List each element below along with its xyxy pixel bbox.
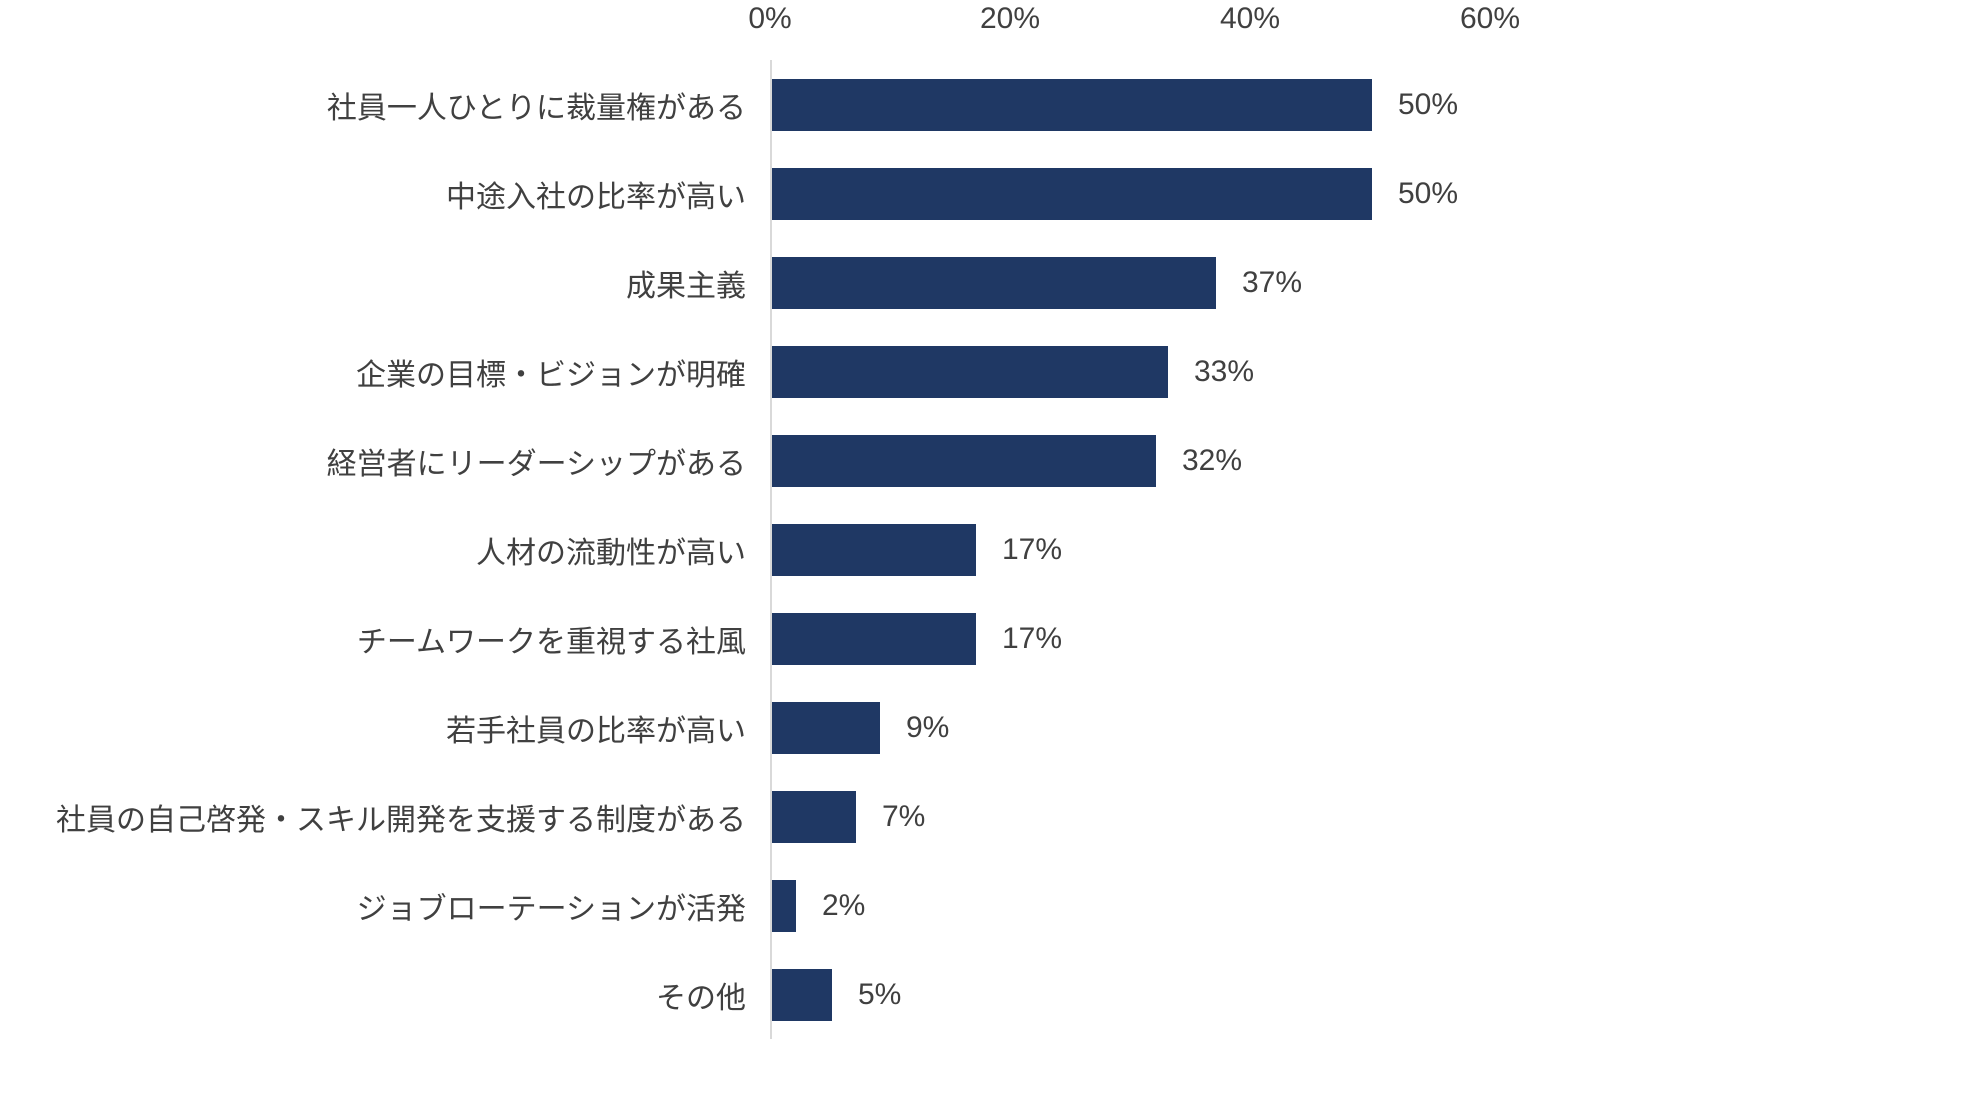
- bar: [772, 345, 1168, 398]
- category-label: 中途入社の比率が高い: [446, 180, 746, 214]
- value-label: 17%: [1002, 621, 1063, 655]
- chart-row: 経営者にリーダーシップがある 32%: [0, 416, 1977, 505]
- plot-area: 9%: [770, 683, 1977, 772]
- chart-row: ジョブローテーションが活発 2%: [0, 861, 1977, 950]
- bar: [772, 701, 880, 754]
- x-axis-tick-label: 60%: [1459, 2, 1521, 35]
- value-label: 2%: [822, 888, 866, 922]
- category-label: 若手社員の比率が高い: [446, 714, 746, 748]
- x-axis-tick-label: 20%: [979, 2, 1041, 35]
- plot-area: 32%: [770, 416, 1977, 505]
- plot-area: 5%: [770, 950, 1977, 1039]
- value-label: 9%: [906, 710, 950, 744]
- x-axis-tick-label: 0%: [748, 2, 792, 35]
- plot-area: 37%: [770, 238, 1977, 327]
- plot-area: 7%: [770, 772, 1977, 861]
- plot-area: 17%: [770, 505, 1977, 594]
- category-label: 社員一人ひとりに裁量権がある: [326, 91, 746, 125]
- plot-area: 50%: [770, 60, 1977, 149]
- category-label: その他: [656, 981, 746, 1015]
- chart-row: その他 5%: [0, 950, 1977, 1039]
- category-label: 人材の流動性が高い: [476, 536, 746, 570]
- plot-area: 17%: [770, 594, 1977, 683]
- value-label: 33%: [1194, 354, 1255, 388]
- chart-row: 人材の流動性が高い 17%: [0, 505, 1977, 594]
- category-label: 経営者にリーダーシップがある: [326, 447, 746, 481]
- bar: [772, 167, 1372, 220]
- bar: [772, 434, 1156, 487]
- chart-row: チームワークを重視する社風 17%: [0, 594, 1977, 683]
- plot-area: 50%: [770, 149, 1977, 238]
- x-axis: 0% 20% 40% 60%: [748, 0, 1520, 50]
- category-label: 社員の自己啓発・スキル開発を支援する制度がある: [56, 803, 746, 837]
- x-axis-tick-label: 40%: [1219, 2, 1281, 35]
- bar: [772, 256, 1216, 309]
- bar: [772, 879, 796, 932]
- value-label: 50%: [1398, 176, 1459, 210]
- category-label: 企業の目標・ビジョンが明確: [356, 358, 746, 392]
- bar: [772, 78, 1372, 131]
- bar: [772, 968, 832, 1021]
- chart-row: 企業の目標・ビジョンが明確 33%: [0, 327, 1977, 416]
- chart-row: 中途入社の比率が高い 50%: [0, 149, 1977, 238]
- bar: [772, 790, 856, 843]
- chart-row: 若手社員の比率が高い 9%: [0, 683, 1977, 772]
- chart-row: 成果主義 37%: [0, 238, 1977, 327]
- category-label: ジョブローテーションが活発: [356, 892, 746, 926]
- category-label: チームワークを重視する社風: [356, 625, 746, 659]
- value-label: 17%: [1002, 532, 1063, 566]
- plot-area: 2%: [770, 861, 1977, 950]
- chart-row: 社員の自己啓発・スキル開発を支援する制度がある 7%: [0, 772, 1977, 861]
- value-label: 37%: [1242, 265, 1303, 299]
- value-label: 32%: [1182, 443, 1243, 477]
- value-label: 7%: [882, 799, 926, 833]
- chart-rows: 社員一人ひとりに裁量権がある 50% 中途入社の比率が高い 50% 成果主義 37% 企業の…: [0, 60, 1977, 1039]
- chart-row: 社員一人ひとりに裁量権がある 50%: [0, 60, 1977, 149]
- value-label: 5%: [858, 977, 902, 1011]
- value-label: 50%: [1398, 87, 1459, 121]
- plot-area: 33%: [770, 327, 1977, 416]
- bar: [772, 523, 976, 576]
- bar: [772, 612, 976, 665]
- category-label: 成果主義: [626, 269, 746, 303]
